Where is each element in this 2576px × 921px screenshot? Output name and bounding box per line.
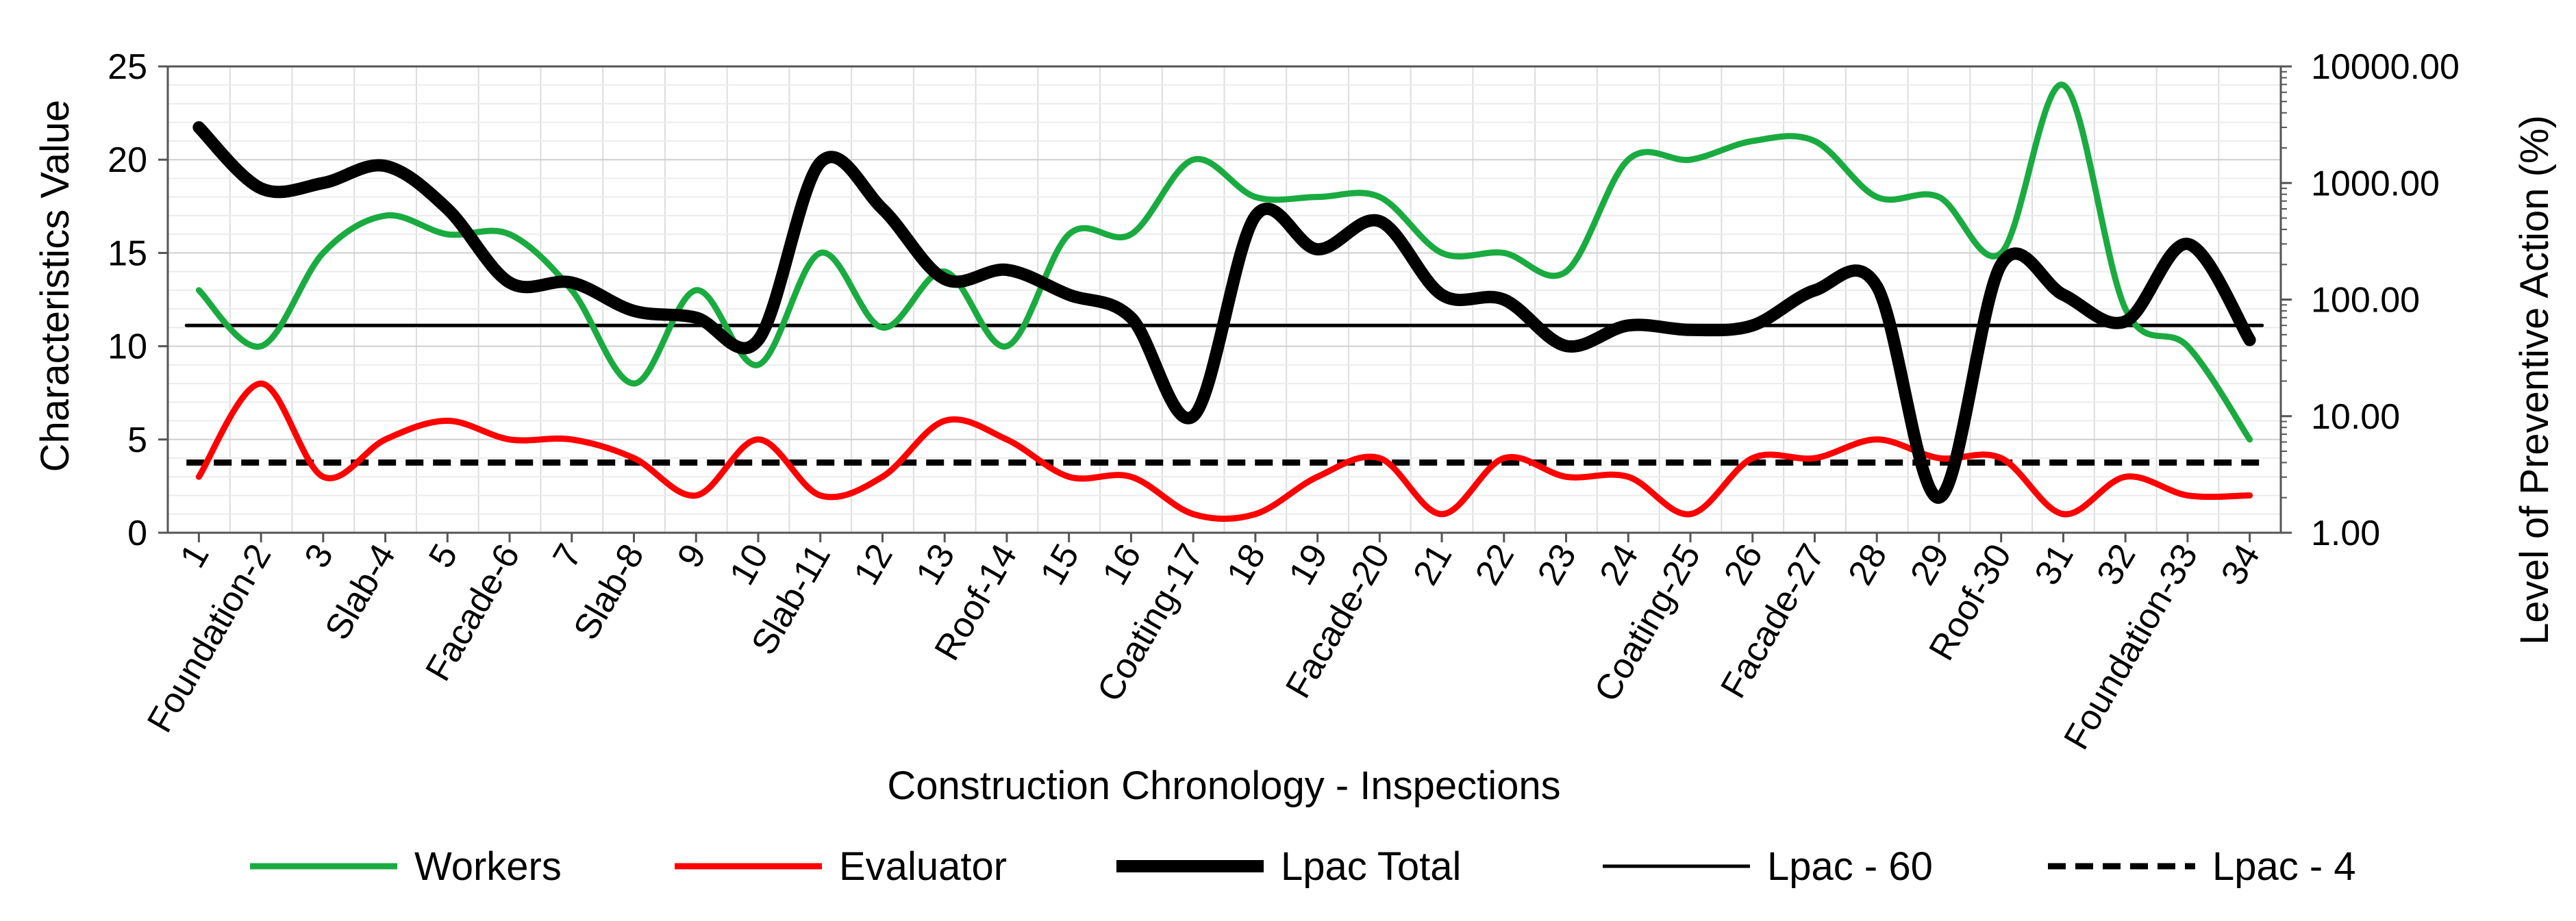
y-right-tick-label: 10.00 <box>2311 397 2400 437</box>
series-line-lpac-total <box>192 121 2256 504</box>
legend-item-lpac-total: Lpac Total <box>1116 844 1461 889</box>
series-line-workers <box>195 81 2253 443</box>
legend-label: Lpac - 4 <box>2212 844 2356 889</box>
series-group <box>184 81 2264 522</box>
legend-item-lpac-4: Lpac - 4 <box>2048 844 2356 889</box>
x-axis-label: Construction Chronology - Inspections <box>887 764 1560 808</box>
y-left-tick-label: 20 <box>108 140 147 180</box>
y-right-tick-label: 1000.00 <box>2311 164 2440 203</box>
legend-label: Workers <box>414 844 562 889</box>
y-left-tick-label: 15 <box>108 234 147 273</box>
legend-item-lpac-60: Lpac - 60 <box>1603 844 1933 889</box>
legend-label: Lpac - 60 <box>1767 844 1933 889</box>
y-axis-left-label: Characteristics Value <box>33 100 77 472</box>
legend-item-workers: Workers <box>250 844 562 889</box>
legend-label: Evaluator <box>839 844 1007 889</box>
y-left-tick-label: 10 <box>108 327 147 367</box>
y-right-tick-label: 10000.00 <box>2311 47 2460 87</box>
legend: Workers Evaluator Lpac Total Lpac - 60 Lpac … <box>250 844 2356 889</box>
y-left-tick-label: 25 <box>108 47 147 87</box>
legend-item-evaluator: Evaluator <box>675 844 1007 889</box>
y-right-tick-label: 1.00 <box>2311 514 2380 553</box>
y-right-tick-label: 100.00 <box>2311 281 2420 320</box>
series-line-evaluator <box>195 380 2253 522</box>
y-left-tick-label: 0 <box>127 514 147 553</box>
legend-label: Lpac Total <box>1281 844 1461 889</box>
y-axis-right-label: Level of Preventive Action (%) <box>2512 115 2557 645</box>
y-left-tick-label: 5 <box>127 420 147 460</box>
